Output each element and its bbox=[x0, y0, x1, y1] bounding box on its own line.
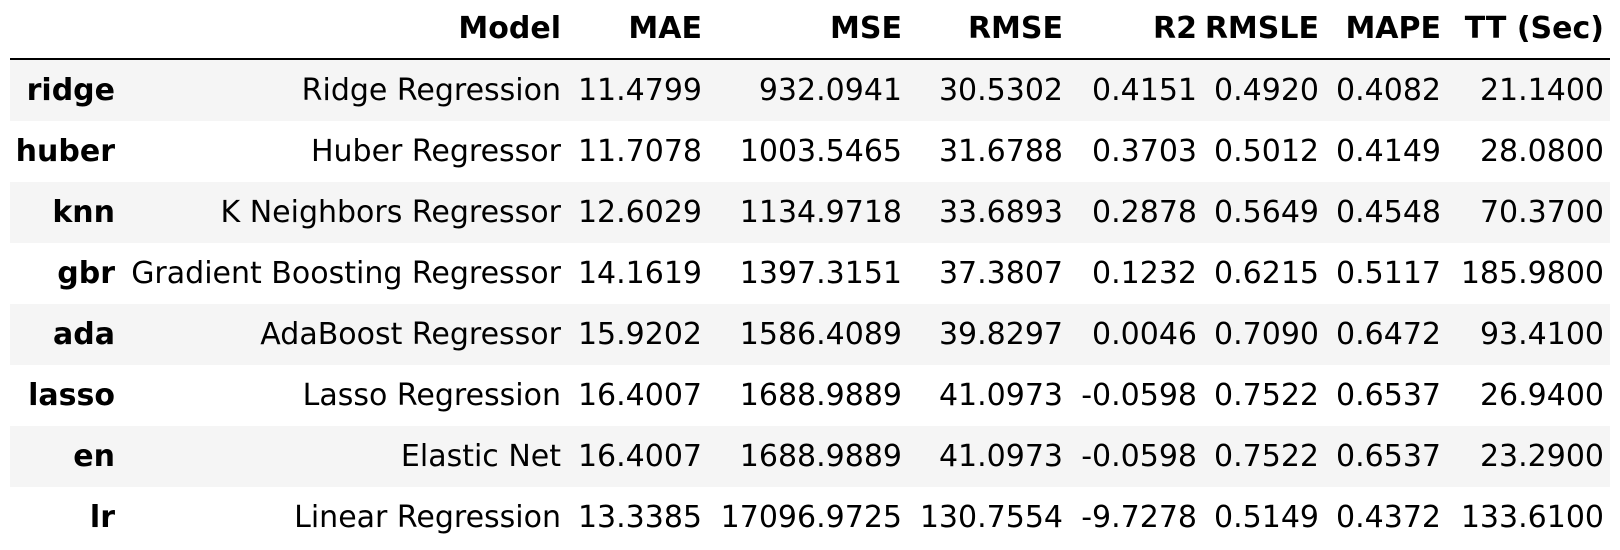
cell-mse: 1688.9889 bbox=[739, 378, 902, 413]
table-row: ridge Ridge Regression 11.4799 932.0941 … bbox=[10, 59, 1610, 121]
header-row: Model MAE MSE RMSE R2 RMSLE MAPE TT (Sec… bbox=[10, 0, 1610, 60]
cell-r2: 0.2878 bbox=[1092, 195, 1197, 230]
table-row: lr Linear Regression 13.3385 17096.9725 … bbox=[10, 487, 1610, 548]
cell-rmse: 39.8297 bbox=[938, 317, 1063, 352]
cell-mae: 11.4799 bbox=[577, 73, 702, 108]
cell-tt: 133.6100 bbox=[1460, 500, 1604, 535]
cell-mape: 0.6472 bbox=[1336, 317, 1441, 352]
cell-mae: 16.4007 bbox=[577, 378, 702, 413]
cell-mae: 11.7078 bbox=[577, 134, 702, 169]
row-index: en bbox=[73, 439, 115, 474]
model-comparison-table-container: Model MAE MSE RMSE R2 RMSLE MAPE TT (Sec… bbox=[10, 0, 1610, 548]
table-row: ada AdaBoost Regressor 15.9202 1586.4089… bbox=[10, 304, 1610, 365]
cell-mae: 16.4007 bbox=[577, 439, 702, 474]
cell-rmse: 33.6893 bbox=[938, 195, 1063, 230]
cell-mse: 1397.3151 bbox=[739, 256, 902, 291]
cell-mape: 0.4548 bbox=[1336, 195, 1441, 230]
cell-r2: -0.0598 bbox=[1081, 378, 1197, 413]
index-header bbox=[10, 0, 121, 60]
cell-model: Lasso Regression bbox=[302, 378, 561, 413]
row-index: lr bbox=[89, 500, 115, 535]
row-index: lasso bbox=[28, 378, 115, 413]
cell-tt: 70.3700 bbox=[1479, 195, 1604, 230]
cell-mape: 0.6537 bbox=[1336, 439, 1441, 474]
cell-tt: 28.0800 bbox=[1479, 134, 1604, 169]
cell-r2: -0.0598 bbox=[1081, 439, 1197, 474]
cell-mae: 14.1619 bbox=[577, 256, 702, 291]
cell-rmse: 31.6788 bbox=[938, 134, 1063, 169]
table-body: ridge Ridge Regression 11.4799 932.0941 … bbox=[10, 59, 1610, 548]
cell-model: K Neighbors Regressor bbox=[220, 195, 561, 230]
cell-model: Gradient Boosting Regressor bbox=[131, 256, 561, 291]
model-comparison-table: Model MAE MSE RMSE R2 RMSLE MAPE TT (Sec… bbox=[10, 0, 1610, 548]
cell-rmse: 30.5302 bbox=[938, 73, 1063, 108]
cell-tt: 21.1400 bbox=[1479, 73, 1604, 108]
row-index: huber bbox=[15, 134, 115, 169]
column-header-r2: R2 bbox=[1069, 0, 1203, 60]
column-header-mape: MAPE bbox=[1325, 0, 1447, 60]
cell-rmsle: 0.6215 bbox=[1214, 256, 1319, 291]
row-index: ridge bbox=[26, 73, 115, 108]
column-header-tt: TT (Sec) bbox=[1447, 0, 1610, 60]
cell-rmsle: 0.7090 bbox=[1214, 317, 1319, 352]
cell-rmsle: 0.5649 bbox=[1214, 195, 1319, 230]
cell-mse: 1003.5465 bbox=[739, 134, 902, 169]
cell-model: Ridge Regression bbox=[301, 73, 561, 108]
cell-mse: 932.0941 bbox=[758, 73, 902, 108]
cell-mse: 1586.4089 bbox=[739, 317, 902, 352]
column-header-rmsle: RMSLE bbox=[1203, 0, 1325, 60]
column-header-rmse: RMSE bbox=[908, 0, 1069, 60]
cell-rmse: 41.0973 bbox=[938, 378, 1063, 413]
cell-r2: 0.3703 bbox=[1092, 134, 1197, 169]
cell-rmse: 41.0973 bbox=[938, 439, 1063, 474]
cell-rmsle: 0.5012 bbox=[1214, 134, 1319, 169]
column-header-mse: MSE bbox=[708, 0, 908, 60]
table-row: knn K Neighbors Regressor 12.6029 1134.9… bbox=[10, 182, 1610, 243]
cell-rmsle: 0.7522 bbox=[1214, 439, 1319, 474]
cell-r2: 0.4151 bbox=[1092, 73, 1197, 108]
cell-model: Elastic Net bbox=[400, 439, 561, 474]
column-header-model: Model bbox=[121, 0, 567, 60]
cell-mse: 1688.9889 bbox=[739, 439, 902, 474]
row-index: knn bbox=[52, 195, 115, 230]
table-row: en Elastic Net 16.4007 1688.9889 41.0973… bbox=[10, 426, 1610, 487]
cell-mape: 0.4372 bbox=[1336, 500, 1441, 535]
row-index: gbr bbox=[57, 256, 115, 291]
cell-model: AdaBoost Regressor bbox=[260, 317, 561, 352]
cell-model: Linear Regression bbox=[294, 500, 561, 535]
cell-tt: 185.9800 bbox=[1460, 256, 1604, 291]
table-row: gbr Gradient Boosting Regressor 14.1619 … bbox=[10, 243, 1610, 304]
cell-mape: 0.6537 bbox=[1336, 378, 1441, 413]
cell-model: Huber Regressor bbox=[310, 134, 561, 169]
cell-tt: 93.4100 bbox=[1479, 317, 1604, 352]
cell-mape: 0.4082 bbox=[1336, 73, 1441, 108]
table-row: lasso Lasso Regression 16.4007 1688.9889… bbox=[10, 365, 1610, 426]
table-row: huber Huber Regressor 11.7078 1003.5465 … bbox=[10, 121, 1610, 182]
cell-r2: 0.0046 bbox=[1092, 317, 1197, 352]
cell-r2: 0.1232 bbox=[1092, 256, 1197, 291]
cell-mse: 1134.9718 bbox=[739, 195, 902, 230]
cell-tt: 26.9400 bbox=[1479, 378, 1604, 413]
cell-rmsle: 0.4920 bbox=[1214, 73, 1319, 108]
cell-rmsle: 0.5149 bbox=[1214, 500, 1319, 535]
column-header-mae: MAE bbox=[567, 0, 708, 60]
cell-mape: 0.5117 bbox=[1336, 256, 1441, 291]
cell-mae: 12.6029 bbox=[577, 195, 702, 230]
cell-mape: 0.4149 bbox=[1336, 134, 1441, 169]
cell-r2: -9.7278 bbox=[1081, 500, 1197, 535]
cell-rmse: 130.7554 bbox=[919, 500, 1063, 535]
cell-mae: 13.3385 bbox=[577, 500, 702, 535]
cell-mae: 15.9202 bbox=[577, 317, 702, 352]
cell-tt: 23.2900 bbox=[1479, 439, 1604, 474]
cell-rmse: 37.3807 bbox=[938, 256, 1063, 291]
row-index: ada bbox=[53, 317, 115, 352]
cell-mse: 17096.9725 bbox=[720, 500, 902, 535]
cell-rmsle: 0.7522 bbox=[1214, 378, 1319, 413]
table-header: Model MAE MSE RMSE R2 RMSLE MAPE TT (Sec… bbox=[10, 0, 1610, 60]
